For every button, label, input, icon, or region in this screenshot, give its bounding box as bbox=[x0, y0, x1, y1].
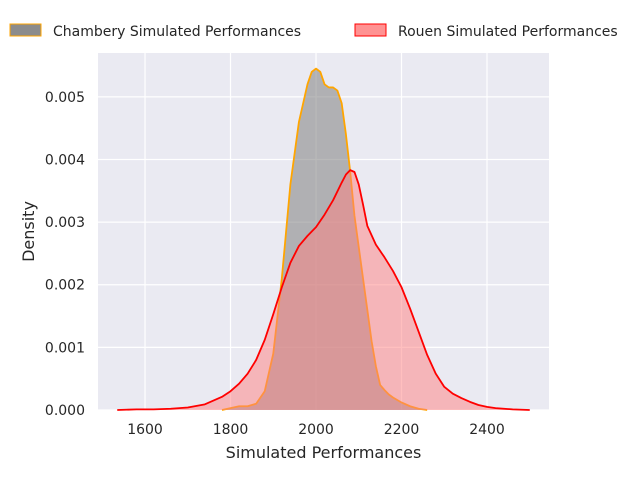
x-tick-label: 1800 bbox=[213, 422, 249, 438]
legend-swatch-1 bbox=[354, 23, 387, 37]
legend-swatch-0 bbox=[9, 23, 42, 37]
y-tick-label: 0.002 bbox=[45, 278, 85, 294]
y-tick-labels: 0.000 0.001 0.002 0.003 0.004 0.005 bbox=[45, 90, 85, 419]
legend: Chambery Simulated Performances Rouen Sim… bbox=[9, 23, 618, 40]
y-tick-label: 0.003 bbox=[45, 215, 85, 231]
x-tick-labels: 1600 1800 2000 2200 2400 bbox=[127, 422, 505, 438]
legend-label-1: Rouen Simulated Performances bbox=[398, 24, 618, 40]
y-axis-title: Density bbox=[19, 201, 38, 262]
x-tick-label: 2400 bbox=[469, 422, 505, 438]
series-layer bbox=[117, 67, 530, 411]
x-tick-label: 2200 bbox=[384, 422, 420, 438]
x-tick-label: 1600 bbox=[127, 422, 163, 438]
y-tick-label: 0.000 bbox=[45, 403, 85, 419]
y-tick-label: 0.005 bbox=[45, 90, 85, 106]
x-tick-label: 2000 bbox=[298, 422, 334, 438]
y-tick-label: 0.004 bbox=[45, 152, 85, 168]
series-1-density-fill bbox=[117, 170, 530, 410]
series-1-density-line bbox=[117, 169, 530, 411]
x-axis-title: Simulated Performances bbox=[226, 443, 422, 462]
y-tick-label: 0.001 bbox=[45, 340, 85, 356]
legend-label-0: Chambery Simulated Performances bbox=[53, 24, 301, 40]
